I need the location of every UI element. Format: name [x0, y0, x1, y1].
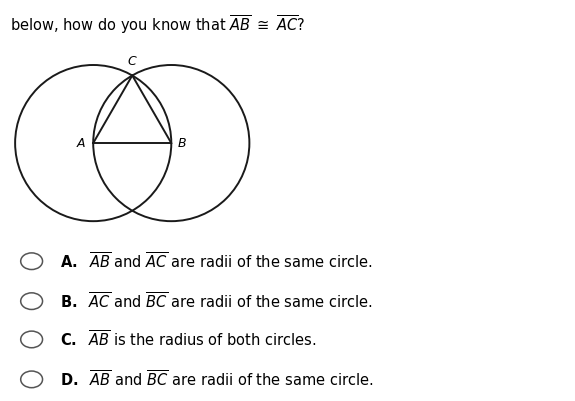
Text: $\mathbf{C.}$  $\overline{\mathit{AB}}$ is the radius of both circles.: $\mathbf{C.}$ $\overline{\mathit{AB}}$ i…: [60, 329, 317, 350]
Text: B: B: [178, 137, 186, 150]
Text: below, how do you know that $\overline{AB}$ $\cong$ $\overline{AC}$?: below, how do you know that $\overline{A…: [10, 13, 306, 36]
Text: $\mathbf{A.}$  $\overline{\mathit{AB}}$ and $\overline{\mathit{AC}}$ are radii o: $\mathbf{A.}$ $\overline{\mathit{AB}}$ a…: [60, 251, 373, 271]
Text: $\mathbf{D.}$  $\overline{\mathit{AB}}$ and $\overline{\mathit{BC}}$ are radii o: $\mathbf{D.}$ $\overline{\mathit{AB}}$ a…: [60, 369, 374, 389]
Text: C: C: [128, 55, 137, 68]
Text: A: A: [77, 137, 86, 150]
Text: $\mathbf{B.}$  $\overline{\mathit{AC}}$ and $\overline{\mathit{BC}}$ are radii o: $\mathbf{B.}$ $\overline{\mathit{AC}}$ a…: [60, 291, 373, 311]
